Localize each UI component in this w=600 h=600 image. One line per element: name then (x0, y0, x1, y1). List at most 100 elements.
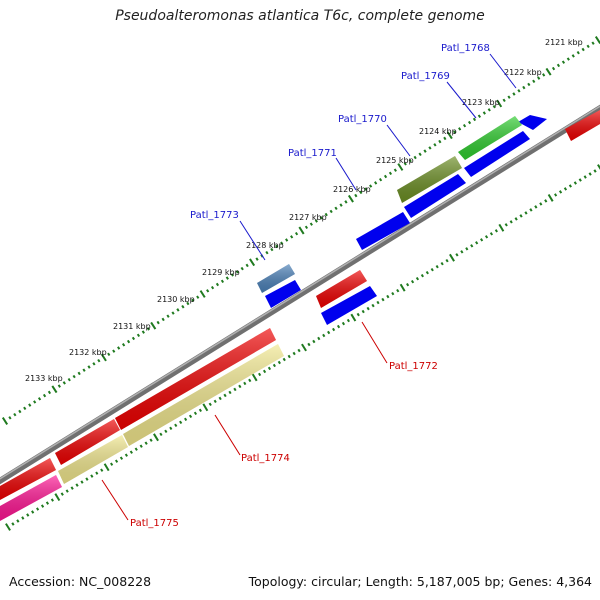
minor-tick (475, 241, 479, 245)
gene-label[interactable]: Patl_1770 (338, 114, 387, 125)
minor-tick (169, 426, 173, 431)
major-tick (498, 223, 505, 232)
map-title: Pseudoalteromonas atlantica T6c, complet… (115, 8, 485, 24)
minor-tick (534, 205, 538, 209)
minor-tick (406, 282, 410, 287)
minor-tick (16, 519, 20, 523)
callout-line (446, 81, 477, 119)
minor-tick (156, 320, 160, 325)
minor-tick (60, 492, 64, 496)
minor-tick (482, 111, 486, 115)
minor-tick (258, 372, 262, 377)
minor-tick (164, 429, 168, 434)
gene-label[interactable]: Patl_1773 (190, 210, 239, 221)
minor-tick (408, 158, 412, 163)
minor-tick (141, 330, 145, 334)
minor-tick (40, 504, 45, 508)
major-tick (298, 226, 305, 235)
minor-tick (467, 120, 472, 125)
callout-line (361, 321, 388, 364)
minor-tick (82, 368, 86, 372)
minor-tick (57, 384, 61, 388)
gene-arrow[interactable] (464, 131, 530, 177)
minor-tick (21, 516, 25, 520)
minor-tick (336, 324, 341, 329)
minor-tick (218, 396, 222, 401)
minor-tick (371, 303, 375, 308)
gene-arrow-shade (123, 344, 284, 446)
minor-tick (28, 403, 32, 407)
scale-labels: 2121 kbp 2122 kbp 2123 kbp 2124 kbp 2125… (25, 38, 583, 383)
major-tick (249, 258, 256, 267)
genome-backbone (0, 104, 600, 485)
minor-tick (509, 220, 513, 224)
major-tick (199, 290, 206, 298)
minor-tick (566, 57, 570, 61)
minor-tick (403, 162, 407, 166)
gene-label[interactable]: Patl_1768 (441, 43, 490, 54)
callout-line (386, 124, 411, 157)
minor-tick (477, 114, 482, 118)
minor-tick (245, 263, 249, 268)
gene-label[interactable]: Patl_1771 (288, 148, 337, 159)
minor-tick (126, 339, 131, 344)
gene-arrow[interactable] (404, 174, 466, 218)
minor-tick (532, 79, 536, 84)
minor-tick (277, 360, 281, 365)
scale-label: 2128 kbp (246, 241, 284, 250)
minor-tick (339, 203, 343, 207)
minor-tick (50, 498, 54, 502)
minor-tick (171, 311, 175, 315)
minor-tick (248, 378, 252, 383)
gene-arrow[interactable] (518, 115, 547, 130)
scale-label: 2131 kbp (113, 322, 151, 331)
minor-tick (131, 336, 136, 341)
minor-tick (136, 333, 141, 338)
gene-arrow[interactable] (265, 280, 301, 308)
minor-tick (502, 98, 506, 103)
gene-arrow[interactable] (356, 212, 410, 250)
gene-label[interactable]: Patl_1775 (130, 518, 179, 529)
scale-label: 2122 kbp (504, 68, 542, 77)
minor-tick (484, 235, 489, 239)
gene-label[interactable]: Patl_1774 (241, 453, 290, 464)
minor-tick (341, 321, 346, 326)
minor-tick (134, 447, 138, 451)
minor-tick (97, 358, 101, 363)
minor-tick (112, 349, 116, 353)
minor-tick (576, 50, 580, 55)
minor-tick (77, 371, 81, 376)
gene-label[interactable]: Patl_1772 (389, 361, 438, 372)
minor-tick (383, 174, 388, 179)
minor-tick (563, 187, 568, 191)
callout-lines (101, 53, 517, 521)
minor-tick (445, 258, 449, 263)
minor-tick (428, 146, 432, 150)
minor-tick (529, 208, 533, 212)
minor-tick (440, 261, 444, 266)
minor-tick (265, 250, 269, 255)
minor-tick (420, 273, 424, 278)
callout-line (239, 220, 266, 261)
gene-label[interactable]: Patl_1769 (401, 71, 450, 82)
minor-tick (378, 177, 383, 182)
minor-tick (312, 339, 316, 344)
minor-tick (144, 441, 148, 445)
minor-tick (198, 408, 202, 413)
minor-tick (188, 414, 193, 419)
minor-tick (110, 462, 114, 466)
major-tick (594, 36, 600, 44)
minor-tick (344, 200, 348, 204)
minor-tick (282, 357, 286, 362)
minor-tick (275, 244, 279, 249)
major-tick (202, 403, 209, 412)
minor-tick (47, 390, 52, 395)
minor-tick (149, 438, 153, 442)
minor-tick (324, 212, 328, 217)
gene-arrow[interactable] (321, 286, 377, 325)
minor-tick (45, 501, 50, 505)
minor-tick (166, 314, 170, 318)
minor-tick (146, 327, 150, 331)
minor-tick (285, 238, 289, 242)
gene-labels: Patl_1768 Patl_1769 Patl_1770 Patl_1771 … (130, 43, 490, 529)
